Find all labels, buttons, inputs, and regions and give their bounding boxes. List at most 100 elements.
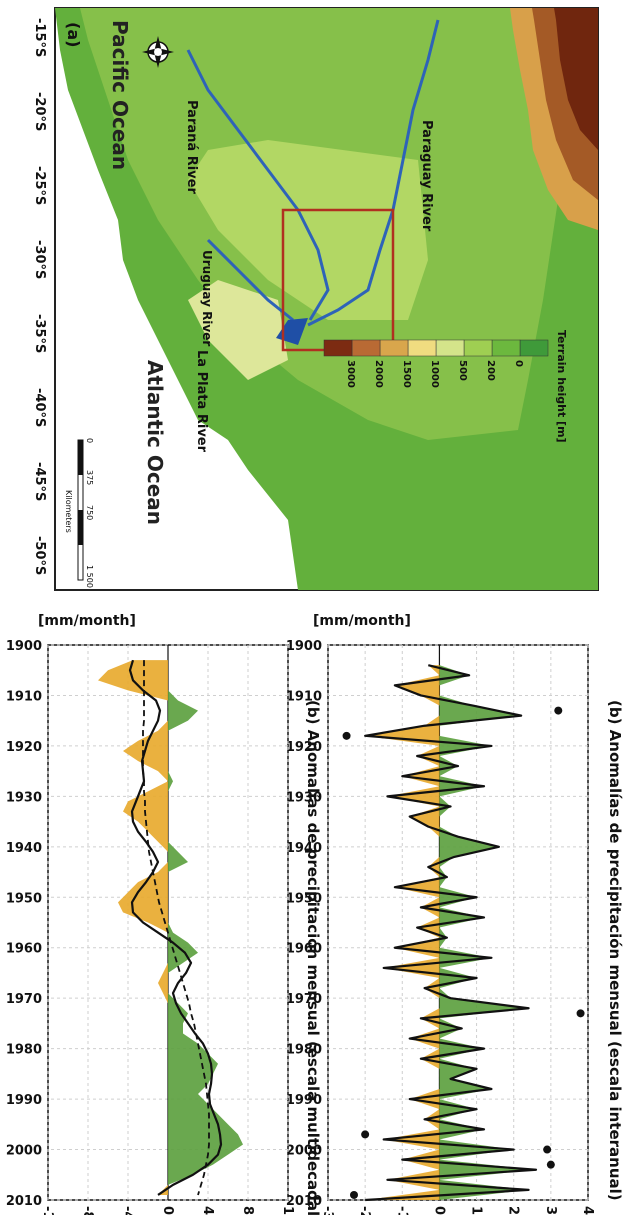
terrain-legend: Terrain height [m] 0 200 500 1000 1500 2000 30…: [323, 330, 568, 443]
negative-anomaly-area: [98, 660, 168, 1195]
extreme-marker: [342, 731, 351, 740]
positive-anomaly-area: [168, 660, 243, 1195]
x-tick-label: 1980: [6, 1043, 42, 1058]
chart1-title: (b) Anomalías de precipitación mensual (…: [606, 700, 624, 1201]
y-tick-label: 40: [580, 1206, 595, 1215]
terrain-legend-level: 3000: [345, 360, 356, 388]
atlantic-ocean-label: Atlantic Ocean: [143, 360, 167, 525]
extreme-marker: [543, 1145, 552, 1154]
latitude-tick-label: -50°S: [32, 536, 47, 575]
scale-tick-0: 0: [85, 438, 94, 443]
terrain-legend-swatch: [491, 339, 521, 357]
terrain-legend-level: 2000: [373, 360, 384, 388]
latitude-tick-label: -30°S: [32, 240, 47, 279]
x-tick-label: 1900: [6, 639, 42, 654]
extreme-marker: [576, 1009, 585, 1018]
longitude-tick-label: -70°W: [150, 0, 194, 4]
x-tick-label: 1970: [6, 992, 42, 1007]
smoothed-line: [128, 659, 223, 1196]
scale-tick-1: 375: [85, 470, 94, 485]
map-panel-label: (a): [64, 22, 83, 47]
latitude-tick-label: -15°S: [32, 18, 47, 57]
terrain-legend-swatch: [379, 339, 409, 357]
x-tick-label: 2000: [6, 1144, 42, 1159]
terrain-legend-level: 500: [457, 360, 468, 381]
terrain-legend-swatches: 0 200 500 1000 1500 2000 3000: [323, 339, 549, 388]
x-tick-label: 1980: [286, 1043, 322, 1058]
longitude-tick-label: -60°W: [314, 0, 358, 4]
x-tick-label: 1960: [6, 942, 42, 957]
y-tick-label: 4: [200, 1206, 215, 1215]
chart-multidecadal: (b) Anomalías de precipitación mensual (…: [6, 613, 322, 1219]
terrain-legend-swatch: [323, 339, 353, 357]
longitude-tick-label: -55°W: [396, 0, 440, 4]
x-tick-label: 1920: [6, 740, 42, 755]
latitude-ticks: -15°S -20°S -25°S -30°S -35°S -40°S -45°S -50°S: [32, 18, 47, 575]
parana-river-label: Paraná River: [184, 100, 199, 194]
x-tick-label: 2010: [286, 1194, 322, 1209]
terrain-map: (a) Pacific Ocean Atlantic Ocean Paragua…: [32, 0, 604, 591]
extreme-marker: [361, 1130, 370, 1139]
terrain-legend-swatch: [435, 339, 465, 357]
x-tick-label: 1940: [286, 841, 322, 856]
y-tick-label: 20: [506, 1206, 521, 1215]
longitude-tick-label: -75°W: [68, 0, 112, 4]
y-tick-label: 10: [469, 1206, 484, 1215]
y-tick-label: 8: [240, 1206, 255, 1215]
extreme-marker: [350, 1190, 358, 1199]
terrain-legend-swatch: [351, 339, 381, 357]
y-tick-label: 12: [280, 1206, 295, 1215]
paraguay-river-label: Paraguay River: [419, 120, 434, 232]
x-tick-label: 1910: [286, 689, 322, 704]
longitude-ticks: -75°W -70°W -65°W -60°W -55°W -50°W -45°W: [68, 0, 604, 4]
x-tick-label: 1950: [6, 891, 42, 906]
scale-tick-3: 1 500: [85, 565, 94, 588]
negative-anomaly-area: [365, 665, 440, 1200]
uruguay-river: [206, 238, 294, 322]
x-tick-label: 1920: [286, 740, 322, 755]
smoothed-line: [364, 664, 538, 1202]
x-tick-label: 2010: [6, 1194, 42, 1209]
terrain-legend-level: 0: [513, 360, 524, 367]
x-tick-label: 1990: [286, 1093, 322, 1108]
terrain-legend-swatch: [519, 339, 549, 357]
la-plata-river-label: La Plata River: [194, 350, 209, 453]
terrain-legend-level: 1000: [429, 360, 440, 388]
y-tick-label: 30: [543, 1206, 558, 1215]
terrain-legend-level: 200: [485, 360, 496, 381]
y-tick-label: -4: [120, 1206, 135, 1215]
y-tick-label: 0: [431, 1206, 446, 1215]
longitude-tick-label: -50°W: [478, 0, 522, 4]
longitude-tick-label: -65°W: [232, 0, 276, 4]
scale-unit-label: Kilometers: [64, 490, 73, 533]
scale-tick-2: 750: [85, 505, 94, 520]
x-tick-label: 1930: [6, 790, 42, 805]
uruguay-river-label: Uruguay River: [200, 250, 214, 346]
chart2-title: (b) Anomalías de precipitación mensual (…: [304, 700, 322, 1215]
x-tick-label: 2000: [286, 1144, 322, 1159]
terrain-legend-swatch: [407, 339, 437, 357]
chart1-ylabel: [mm/month]: [313, 613, 411, 629]
pacific-ocean-label: Pacific Ocean: [108, 20, 132, 170]
x-tick-label: 1940: [6, 841, 42, 856]
x-tick-label: 1960: [286, 942, 322, 957]
terrain-legend-level: 1500: [401, 360, 412, 388]
latitude-tick-label: -40°S: [32, 388, 47, 427]
latitude-tick-label: -35°S: [32, 314, 47, 353]
extreme-marker: [546, 1160, 555, 1169]
y-tick-label: 0: [160, 1206, 175, 1215]
parana-river: [186, 49, 330, 321]
chart2-ylabel: [mm/month]: [38, 613, 136, 629]
compass-rose-icon: [142, 36, 174, 68]
x-tick-label: 1950: [286, 891, 322, 906]
latitude-tick-label: -25°S: [32, 166, 47, 205]
latitude-tick-label: -20°S: [32, 92, 47, 131]
land-pale: [188, 280, 288, 380]
andes-dark: [554, 8, 598, 150]
terrain-legend-title: Terrain height [m]: [555, 330, 568, 443]
y-tick-label: -20: [357, 1206, 372, 1215]
latitude-tick-label: -45°S: [32, 462, 47, 501]
chart-interannual: (b) Anomalías de precipitación mensual (…: [286, 613, 624, 1219]
